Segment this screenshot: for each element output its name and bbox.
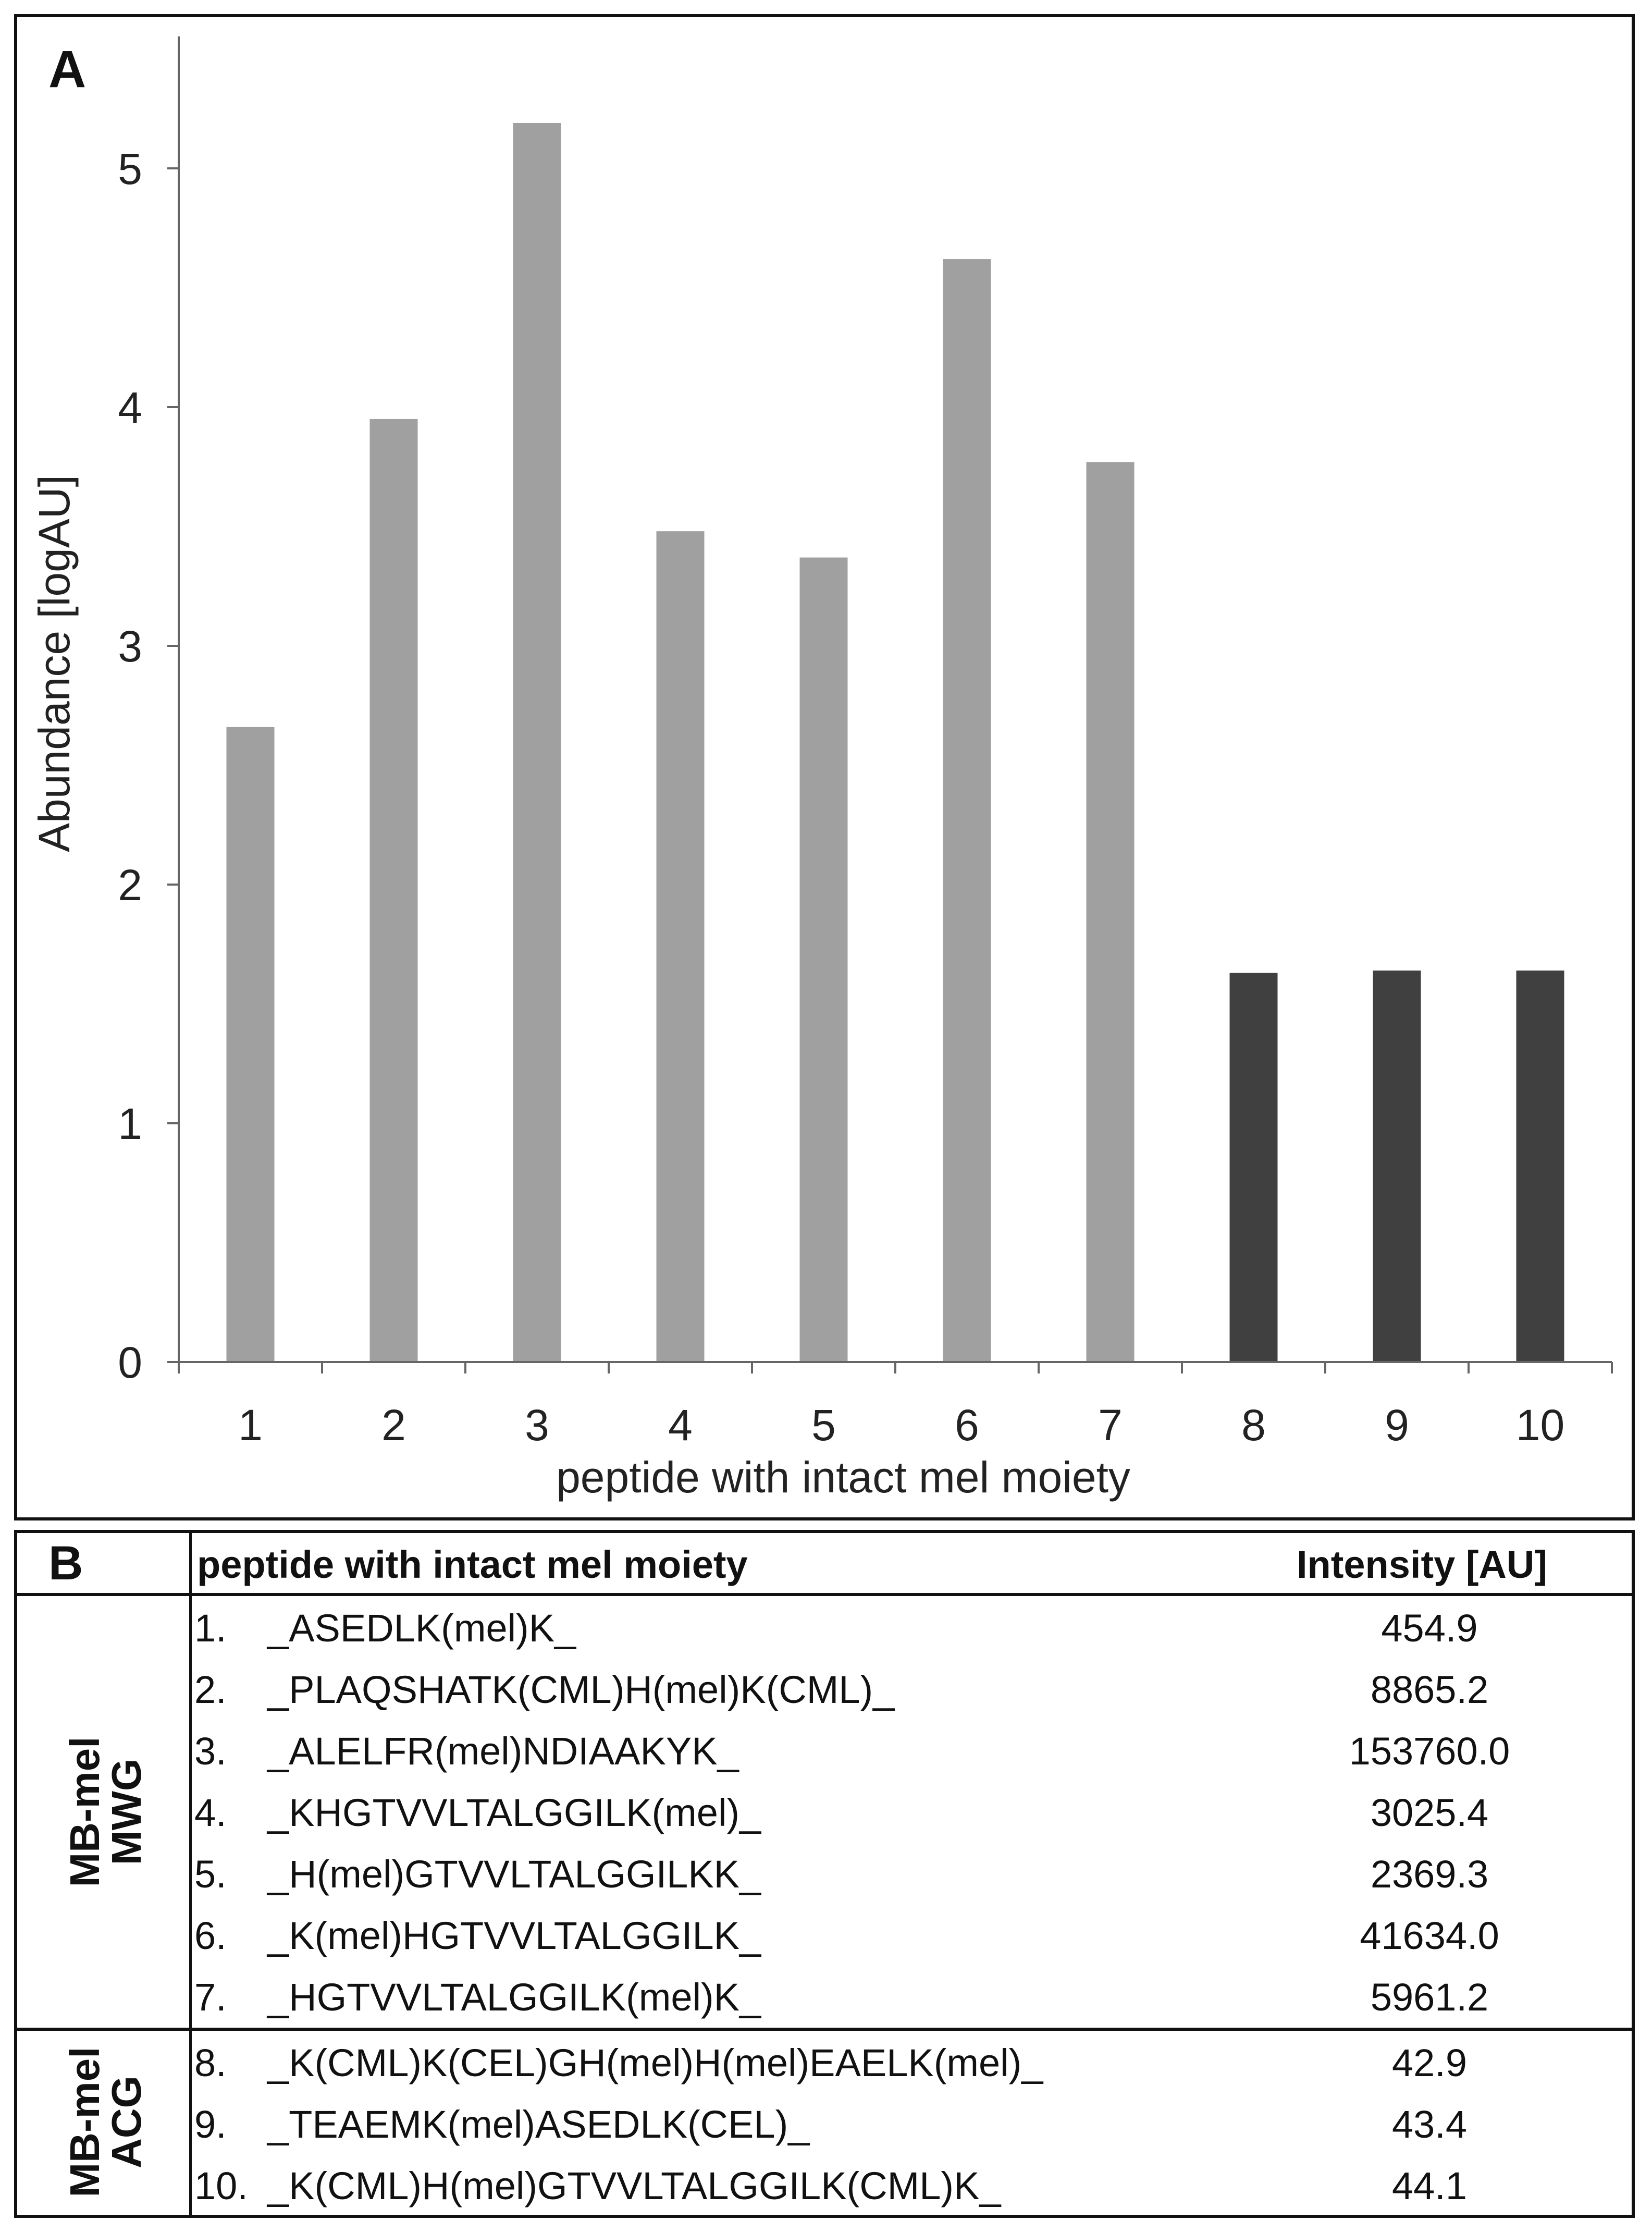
x-tick-label: 4 [668, 1401, 693, 1450]
panel-b-table: B peptide with intact mel moiety Intensi… [14, 1530, 1635, 2218]
bar-5 [799, 557, 848, 1362]
bar-chart: 1 2 3 4 5 6 7 8 9 10 0 1 2 3 4 5 Abundance [logAU] pept… [30, 36, 1613, 1502]
row-intensity: 41634.0 [1360, 1914, 1499, 1957]
row-peptide: _ASEDLK(mel)K_ [267, 1606, 576, 1650]
table-row: 5. _H(mel)GTVVLTALGGILKK_ 2369.3 [17, 1844, 1632, 1905]
row-number: 10. [194, 2164, 248, 2208]
y-tick-label: 2 [118, 861, 142, 910]
row-intensity: 42.9 [1391, 2041, 1468, 2084]
row-peptide: _K(CML)K(CEL)GH(mel)H(mel)EAELK(mel)_ [267, 2041, 1043, 2084]
x-tick-label: 9 [1385, 1401, 1409, 1450]
x-tick-label: 7 [1098, 1401, 1123, 1450]
bar-2 [369, 419, 418, 1362]
table-column-divider [189, 1533, 192, 2215]
row-intensity: 3025.4 [1370, 1791, 1489, 1834]
table-header-intensity: Intensity [AU] [1297, 1543, 1547, 1586]
x-axis-label: peptide with intact mel moiety [556, 1453, 1130, 1502]
bar-7 [1086, 462, 1135, 1362]
x-tick-label: 10 [1516, 1401, 1564, 1450]
x-tick-label: 2 [381, 1401, 406, 1450]
row-intensity: 8865.2 [1370, 1668, 1489, 1711]
bar-8 [1229, 973, 1278, 1362]
bar-1 [226, 727, 275, 1362]
x-tick-label: 1 [238, 1401, 263, 1450]
table-row: 1. _ASEDLK(mel)K_ 454.9 [17, 1598, 1632, 1659]
row-peptide: _PLAQSHATK(CML)H(mel)K(CML)_ [267, 1668, 895, 1711]
panel-a-letter: A [48, 40, 87, 99]
row-peptide: _HGTVVLTALGGILK(mel)K_ [267, 1976, 761, 2019]
x-tick-label: 3 [525, 1401, 549, 1450]
row-intensity: 43.4 [1391, 2103, 1468, 2146]
row-intensity: 454.9 [1381, 1606, 1478, 1650]
bar-4 [656, 531, 705, 1363]
row-peptide: _K(CML)H(mel)GTVVLTALGGILK(CML)K_ [267, 2164, 1001, 2208]
row-number: 7. [194, 1976, 227, 2019]
row-intensity: 44.1 [1391, 2164, 1468, 2208]
row-number: 3. [194, 1730, 227, 1773]
axes-group [167, 36, 1613, 1373]
row-peptide: _TEAEMK(mel)ASEDLK(CEL)_ [267, 2103, 810, 2146]
table-row: 9. _TEAEMK(mel)ASEDLK(CEL)_ 43.4 [17, 2094, 1632, 2155]
y-tick-label: 1 [118, 1099, 142, 1148]
row-intensity: 5961.2 [1370, 1976, 1489, 2019]
row-number: 9. [194, 2103, 227, 2146]
panel-a: A 1 2 3 4 5 6 7 8 9 10 0 1 2 3 4 5 Abundance [logAU] pe… [14, 14, 1635, 1520]
panel-b-letter: B [48, 1537, 83, 1590]
row-number: 1. [194, 1606, 227, 1650]
row-number: 8. [194, 2041, 227, 2084]
table-row: 7. _HGTVVLTALGGILK(mel)K_ 5961.2 [17, 1967, 1632, 2028]
y-axis-label: Abundance [logAU] [30, 475, 79, 852]
row-number: 2. [194, 1668, 227, 1711]
table-row: 2. _PLAQSHATK(CML)H(mel)K(CML)_ 8865.2 [17, 1659, 1632, 1721]
y-tick-label: 5 [118, 144, 142, 193]
x-tick-label: 8 [1241, 1401, 1266, 1450]
table-row: 4. _KHGTVVLTALGGILK(mel)_ 3025.4 [17, 1782, 1632, 1844]
row-peptide: _H(mel)GTVVLTALGGILKK_ [267, 1853, 761, 1896]
table-row: 6. _K(mel)HGTVVLTALGGILK_ 41634.0 [17, 1905, 1632, 1967]
table-group-divider [17, 2028, 1632, 2031]
table-header-peptide: peptide with intact mel moiety [197, 1543, 748, 1586]
ticks-group: 1 2 3 4 5 6 7 8 9 10 0 1 2 3 4 5 [118, 144, 1564, 1450]
row-number: 6. [194, 1914, 227, 1957]
table-row: 8. _K(CML)K(CEL)GH(mel)H(mel)EAELK(mel)_… [17, 2032, 1632, 2094]
table-header-divider [17, 1593, 1632, 1596]
row-intensity: 2369.3 [1370, 1853, 1489, 1896]
row-number: 5. [194, 1853, 227, 1896]
y-tick-label: 3 [118, 622, 142, 671]
bar-6 [943, 259, 991, 1362]
bars-group [226, 122, 1564, 1363]
y-tick-label: 0 [118, 1338, 142, 1387]
row-peptide: _K(mel)HGTVVLTALGGILK_ [267, 1914, 761, 1957]
table-row: 3. _ALELFR(mel)NDIAAKYK_ 153760.0 [17, 1721, 1632, 1782]
y-tick-label: 4 [118, 383, 142, 432]
row-intensity: 153760.0 [1349, 1730, 1510, 1773]
x-tick-label: 5 [811, 1401, 836, 1450]
bar-3 [513, 122, 561, 1363]
row-peptide: _ALELFR(mel)NDIAAKYK_ [267, 1730, 739, 1773]
row-peptide: _KHGTVVLTALGGILK(mel)_ [267, 1791, 761, 1834]
table-row: 10. _K(CML)H(mel)GTVVLTALGGILK(CML)K_ 44… [17, 2155, 1632, 2217]
x-tick-label: 6 [955, 1401, 979, 1450]
row-number: 4. [194, 1791, 227, 1834]
bar-9 [1373, 970, 1421, 1362]
bar-10 [1516, 970, 1564, 1362]
